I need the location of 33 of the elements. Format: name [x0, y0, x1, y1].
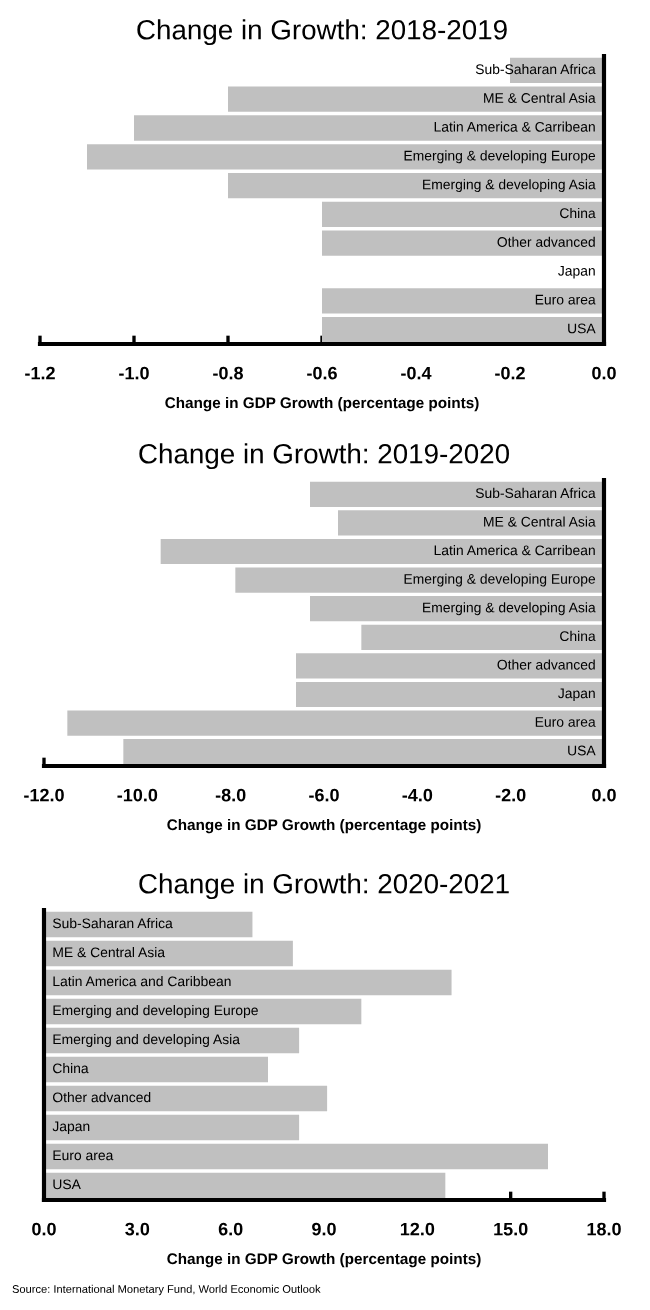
bar [44, 1085, 328, 1112]
chart-title: Change in Growth: 2018-2019 [137, 19, 507, 46]
x-tick-label: 6.0 [218, 1222, 243, 1236]
bar [44, 1172, 446, 1199]
x-tick-label: -2.0 [495, 788, 526, 802]
x-tick-label: 18.0 [587, 1222, 621, 1236]
bar [44, 940, 293, 967]
x-tick-label: -1.2 [25, 366, 55, 380]
bar [44, 911, 253, 938]
x-tick-label: -12.0 [24, 788, 64, 802]
x-tick-label: -4.0 [402, 788, 433, 802]
bar [44, 1056, 268, 1083]
x-tick-label: 0.0 [592, 366, 616, 380]
bar [44, 1114, 300, 1141]
x-tick-label: -0.2 [495, 366, 525, 380]
chart-title: Change in Growth: 2019-2020 [139, 443, 510, 470]
x-tick-label: -0.6 [307, 366, 337, 380]
bar [44, 969, 452, 996]
chart-title: Change in Growth: 2020-2021 [139, 873, 509, 900]
x-tick-label: 0.0 [592, 788, 616, 802]
x-tick-label: -0.4 [401, 366, 432, 380]
x-tick-label: -1.0 [119, 366, 149, 380]
x-tick-label: 0.0 [32, 1222, 56, 1236]
x-tick-label: 15.0 [494, 1222, 528, 1236]
x-tick-label: 3.0 [125, 1222, 150, 1236]
bar [44, 1143, 548, 1170]
x-tick-label: -6.0 [309, 788, 339, 802]
x-tick-label: -8.0 [215, 788, 246, 802]
x-tick-label: 12.0 [400, 1222, 435, 1236]
x-tick-label: -10.0 [117, 788, 158, 802]
x-tick-label: -0.8 [213, 366, 243, 380]
x-tick-label: 9.0 [312, 1222, 336, 1236]
bar [44, 998, 362, 1025]
